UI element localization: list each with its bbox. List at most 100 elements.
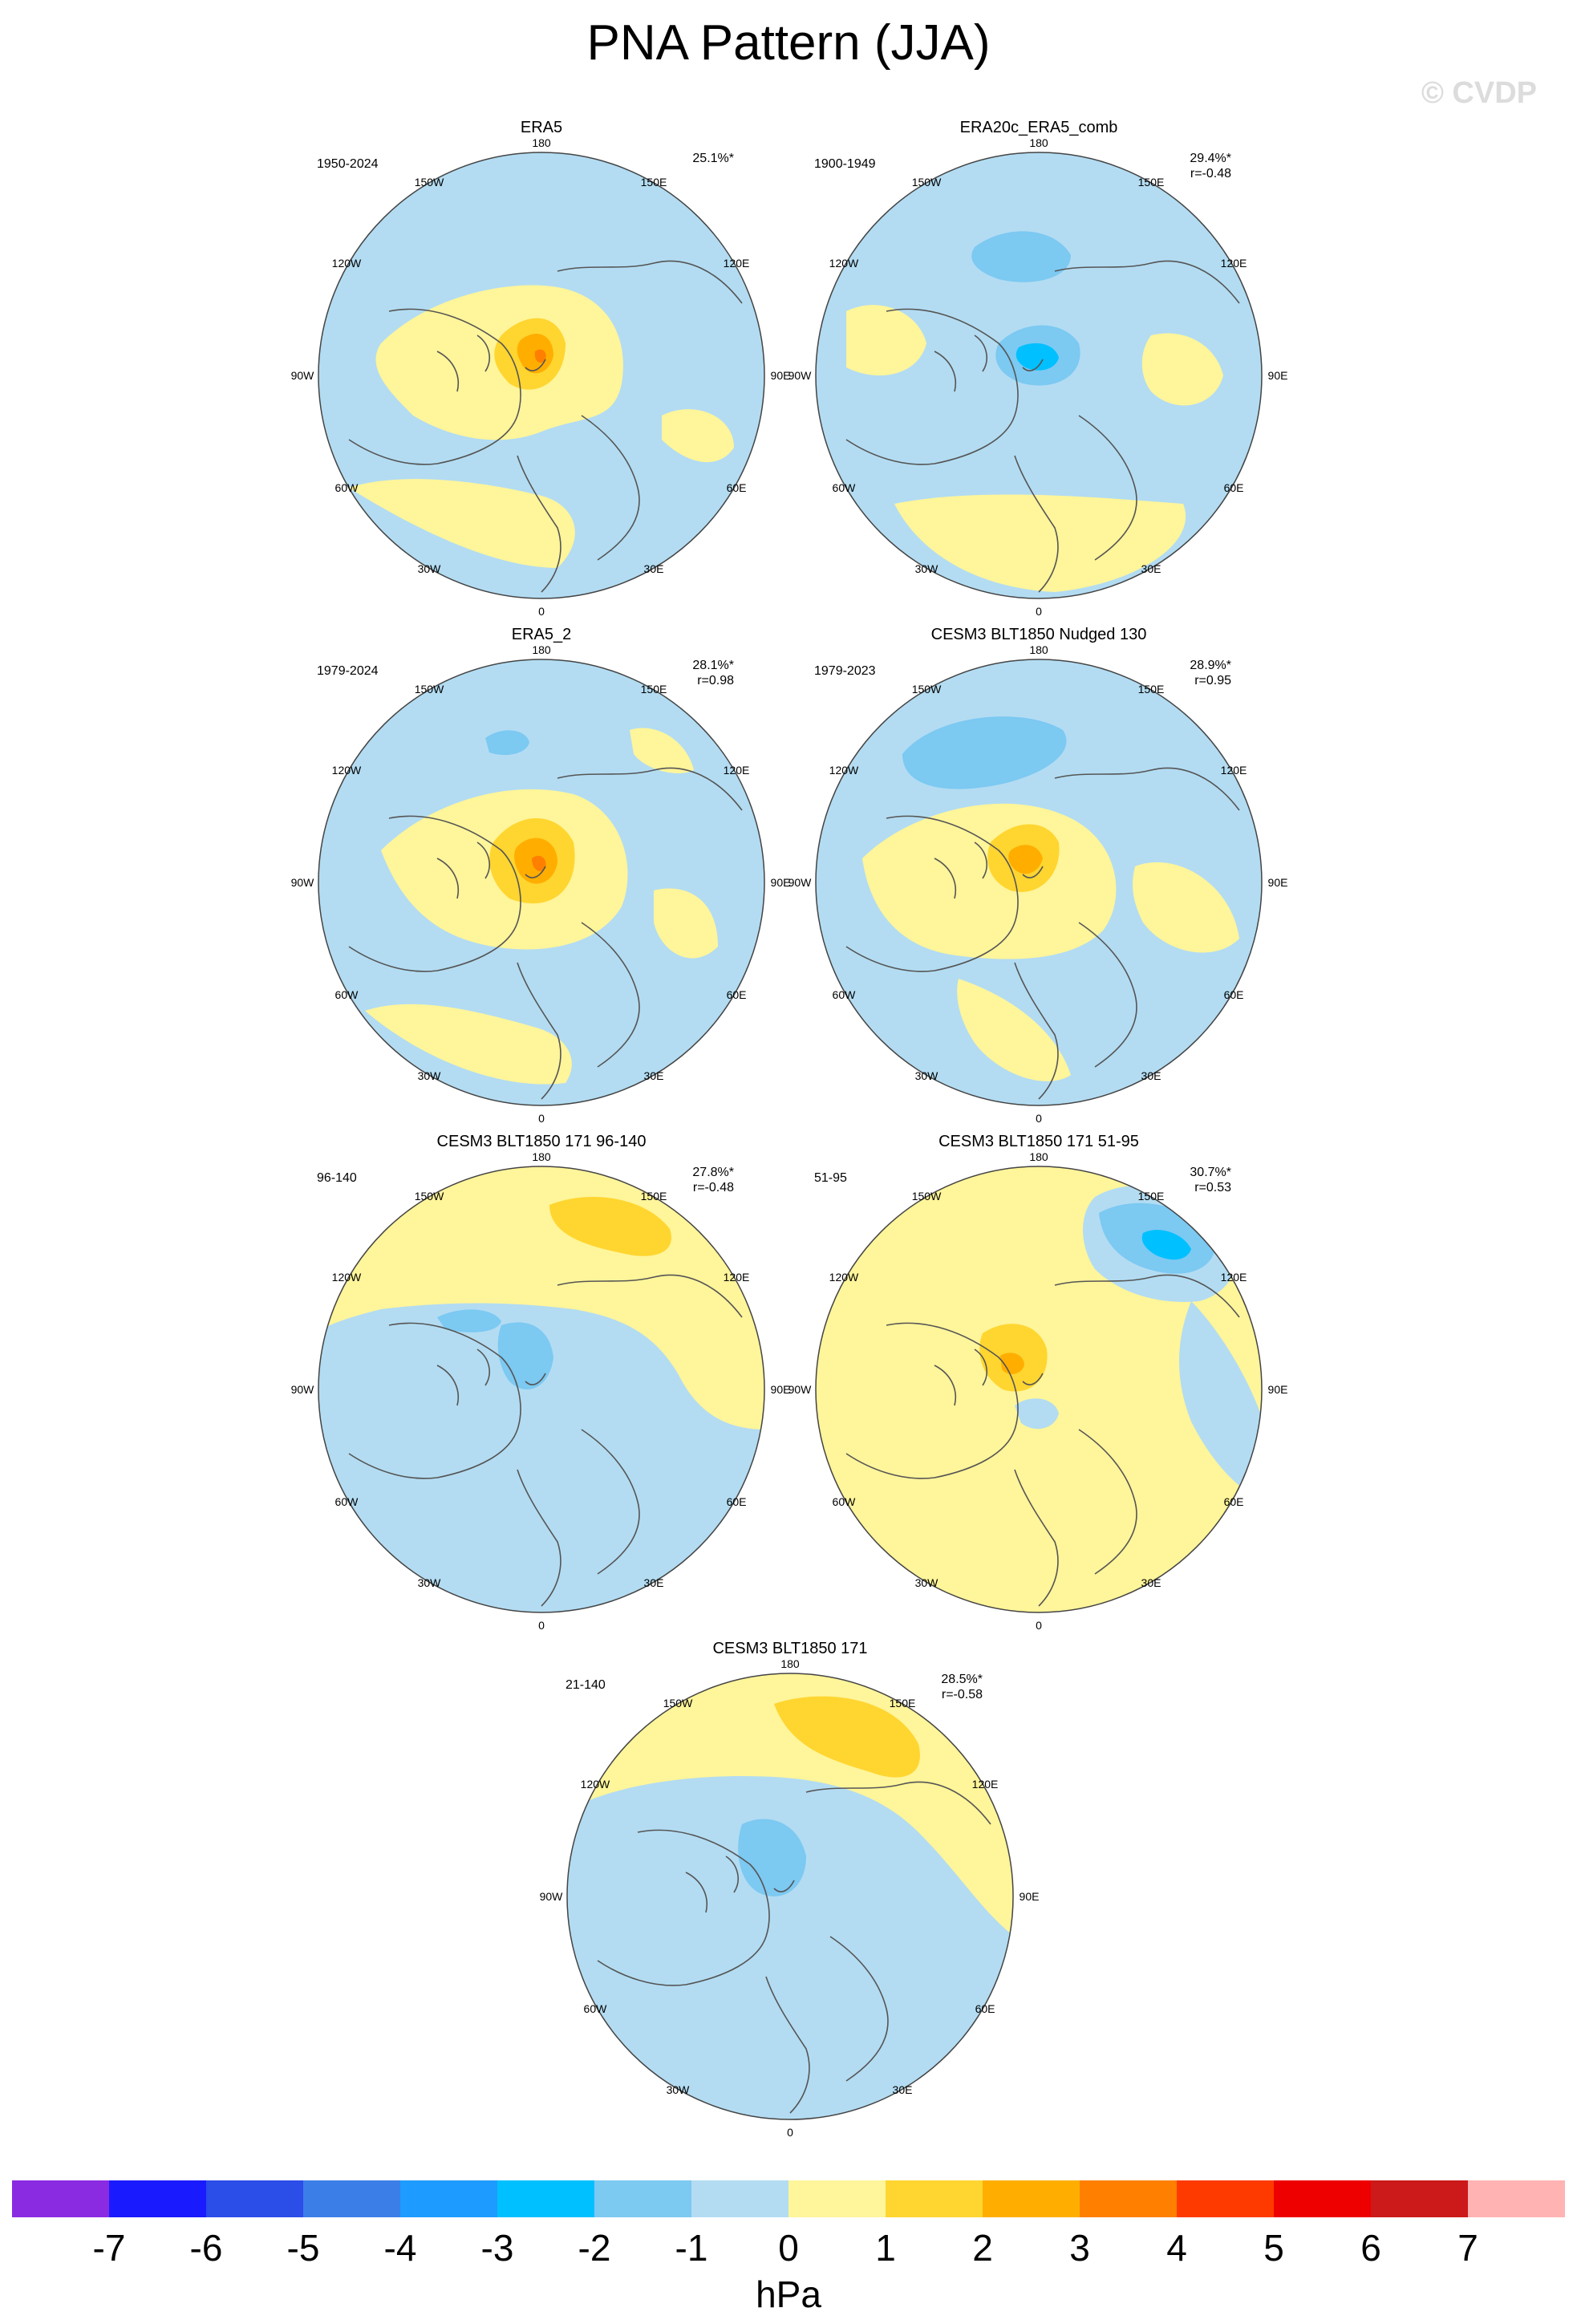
lon-label-w90: 90W	[290, 1383, 314, 1396]
lon-label-e150: 150E	[640, 176, 667, 189]
colorbar-box	[1080, 2180, 1177, 2217]
colorbar-box	[886, 2180, 983, 2217]
lon-label-w150: 150W	[414, 176, 444, 189]
lon-label-w90: 90W	[290, 876, 314, 889]
anomaly-contour	[1133, 862, 1239, 953]
map-panel-171-51-95: CESM3 BLT1850 171 51-95 51-95 30.7%* r=0.53…	[788, 1133, 1288, 1632]
lon-label-w90: 90W	[788, 1383, 812, 1396]
page-title: PNA Pattern (JJA)	[586, 15, 991, 71]
lon-label-w30: 30W	[914, 1576, 938, 1589]
anomaly-contour	[437, 1309, 501, 1332]
lon-label-e150: 150E	[889, 1697, 916, 1710]
lon-label-w120: 120W	[331, 1271, 362, 1284]
lon-label-w90: 90W	[539, 1890, 563, 1903]
variance-percent: 25.1%*	[692, 152, 734, 165]
lon-label-e120: 120E	[723, 257, 750, 270]
colorbar-tick-label: 0	[778, 2227, 799, 2269]
colorbar-tick-label: 6	[1360, 2227, 1381, 2269]
colorbar-box	[691, 2180, 788, 2217]
variance-percent: 28.5%*	[941, 1673, 983, 1686]
lon-label-w120: 120W	[331, 764, 362, 777]
polar-map	[318, 1166, 765, 1613]
anomaly-contour	[902, 716, 1067, 789]
colorbar-box	[206, 2180, 303, 2217]
colorbar-box	[12, 2180, 109, 2217]
anomaly-contour	[894, 494, 1186, 592]
coastline	[845, 260, 1240, 593]
lon-label-w30: 30W	[914, 562, 938, 575]
lon-label-w150: 150W	[911, 176, 942, 189]
panel-variance-stats: 29.4%* r=-0.48	[1190, 151, 1231, 181]
lon-label-e30: 30E	[1141, 562, 1161, 575]
lon-label-n180: 180	[532, 136, 551, 149]
colorbar-tick-label: 7	[1457, 2227, 1478, 2269]
lon-label-w150: 150W	[663, 1697, 693, 1710]
colorbar	[12, 2180, 1565, 2217]
panel-title: ERA5_2	[511, 626, 572, 643]
lon-label-w150: 150W	[414, 683, 444, 696]
coastline	[845, 767, 1240, 1100]
variance-percent: 30.7%*	[1190, 1166, 1231, 1179]
colorbar-tick-label: 2	[972, 2227, 993, 2269]
pattern-correlation: r=0.53	[1194, 1181, 1231, 1194]
lon-label-w60: 60W	[832, 988, 856, 1001]
anomaly-contour	[846, 305, 926, 375]
pattern-correlation: r=0.95	[1194, 674, 1231, 687]
lon-label-w120: 120W	[829, 764, 859, 777]
colorbar-box	[1274, 2180, 1371, 2217]
lon-label-e90: 90E	[1267, 369, 1288, 382]
lon-label-w120: 120W	[331, 257, 362, 270]
panel-title: CESM3 BLT1850 171 51-95	[938, 1133, 1139, 1150]
panel-period: 1900-1949	[814, 157, 876, 171]
anomaly-contour	[534, 349, 546, 363]
anomaly-contour	[738, 1819, 806, 1896]
lon-label-e90: 90E	[770, 369, 791, 382]
panel-variance-stats: 28.9%* r=0.95	[1190, 658, 1231, 688]
map-boundary	[815, 152, 1263, 599]
colorbar-box	[1177, 2180, 1274, 2217]
colorbar-ticks: -7 -6 -5 -4 -3 -2 -1 0 1 2 3 4 5 6 7	[0, 2226, 1577, 2274]
panel-period: 1979-2023	[814, 664, 876, 678]
variance-percent: 29.4%*	[1190, 152, 1231, 165]
map-panel-era5-2: ERA5_2 1979-2024 28.1%* r=0.98 180 150W 150E 12…	[290, 626, 791, 1125]
variance-percent: 28.1%*	[692, 659, 734, 672]
lon-label-e150: 150E	[1137, 1190, 1165, 1203]
map-panel-era20c: ERA20c_ERA5_comb 1900-1949 29.4%* r=-0.48 18…	[788, 119, 1288, 618]
panel-title: ERA20c_ERA5_comb	[959, 119, 1118, 136]
lon-label-w150: 150W	[414, 1190, 444, 1203]
colorbar-tick-label: 4	[1166, 2227, 1187, 2269]
colorbar-box	[497, 2180, 594, 2217]
panel-variance-stats: 28.1%* r=0.98	[692, 658, 734, 688]
coastline	[348, 260, 743, 593]
lon-label-w150: 150W	[911, 1190, 942, 1203]
colorbar-tick-label: -4	[383, 2227, 417, 2269]
pattern-correlation: r=-0.48	[692, 1181, 734, 1194]
lon-label-e120: 120E	[1220, 764, 1247, 777]
lon-label-w30: 30W	[417, 562, 441, 575]
lon-label-e60: 60E	[1223, 988, 1244, 1001]
anomaly-contour	[532, 855, 546, 871]
anomaly-contour	[1016, 343, 1059, 371]
polar-map	[815, 1166, 1263, 1613]
panel-period: 1979-2024	[317, 664, 379, 678]
anomaly-contour	[971, 231, 1071, 282]
panel-period: 51-95	[814, 1171, 847, 1185]
coastline	[597, 1781, 991, 2114]
lon-label-w60: 60W	[334, 481, 359, 494]
map-boundary	[815, 1166, 1263, 1613]
lon-label-n180: 180	[1029, 643, 1048, 656]
anomaly-contour	[630, 728, 694, 773]
anomaly-contour	[365, 1004, 572, 1085]
lon-label-w120: 120W	[580, 1778, 610, 1791]
lon-label-e60: 60E	[975, 2002, 995, 2015]
colorbar-tick-label: -2	[578, 2227, 611, 2269]
lon-label-e30: 30E	[643, 1069, 664, 1082]
lon-label-w60: 60W	[334, 988, 359, 1001]
lon-label-w120: 120W	[829, 1271, 859, 1284]
panel-period: 21-140	[566, 1678, 606, 1692]
lon-label-e90: 90E	[1267, 876, 1288, 889]
coastline	[348, 767, 743, 1100]
lon-label-s0: 0	[787, 2126, 793, 2139]
lon-label-e30: 30E	[643, 1576, 664, 1589]
lon-label-w30: 30W	[666, 2083, 690, 2096]
